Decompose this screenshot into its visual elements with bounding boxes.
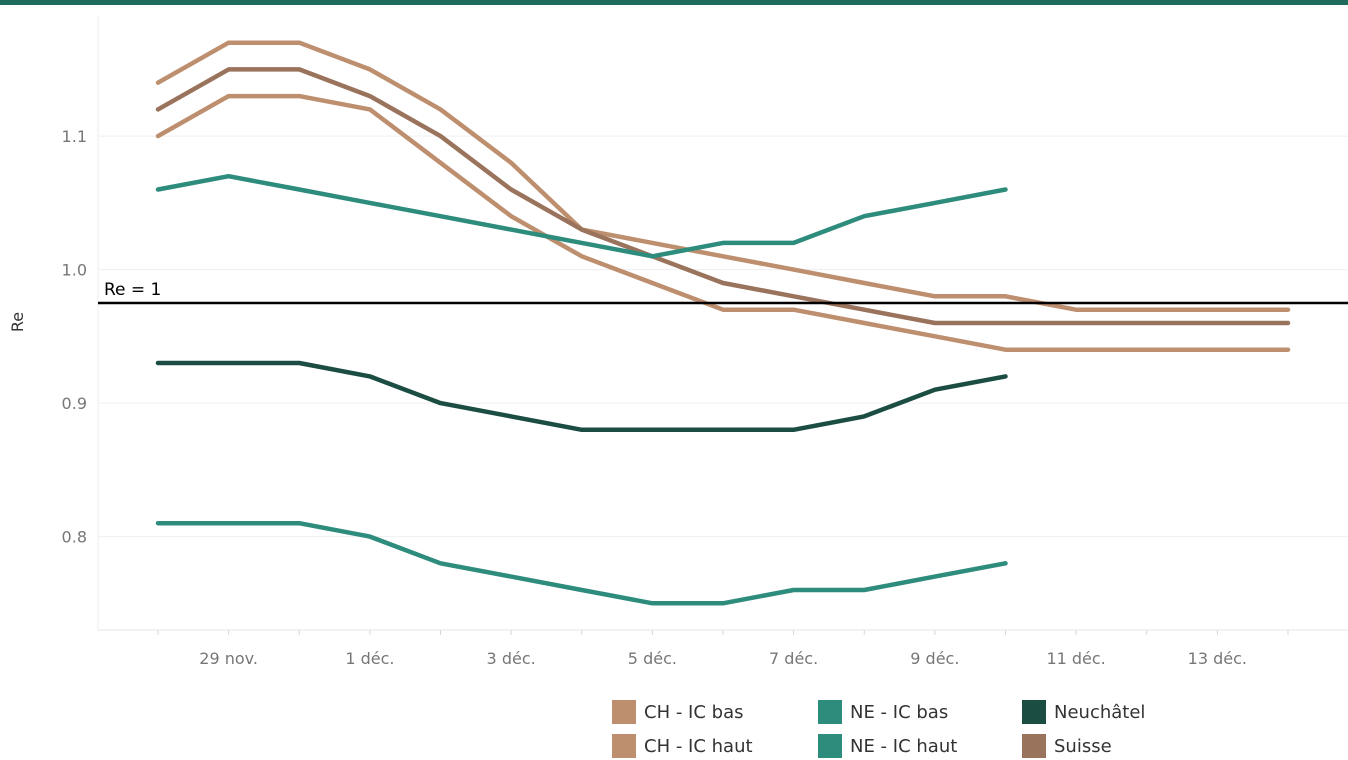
x-tick-label: 3 déc. [487,649,536,668]
legend-item[interactable]: NE - IC haut [818,734,957,758]
x-tick-label: 11 déc. [1046,649,1105,668]
y-ticks: 0.8 0.9 1.0 1.1 [62,127,87,546]
legend-swatch [1022,700,1046,724]
grid-lines [98,135,1348,538]
legend-item[interactable]: Neuchâtel [1022,700,1145,724]
legend-label: NE - IC bas [850,701,949,723]
series-line-ch-ic-haut [155,40,1291,312]
y-tick-label: 0.9 [62,394,87,413]
y-axis-label: Re [8,312,27,332]
legend: CH - IC bas NE - IC bas Neuchâtel CH - IC h… [612,700,1212,760]
legend-label: CH - IC haut [644,735,753,757]
legend-swatch [818,734,842,758]
line-chart: 29 nov. 1 déc. 3 déc. 5 déc. 7 déc. 9 déc. 11 … [8,16,1348,668]
legend-swatch [1022,734,1046,758]
series-line-ne-ic-haut [155,173,1008,259]
legend-swatch [818,700,842,724]
series-line-ch-ic-bas [155,93,1291,352]
y-tick-label: 0.8 [62,528,87,547]
legend-swatch [612,734,636,758]
series-line-neuch-tel [155,360,1008,433]
legend-item[interactable]: CH - IC haut [612,734,753,758]
legend-label: Neuchâtel [1054,701,1146,723]
y-tick-label: 1.1 [62,127,87,146]
x-tick-label: 13 déc. [1188,649,1247,668]
legend-item[interactable]: NE - IC bas [818,700,948,724]
x-tick-label: 9 déc. [910,649,959,668]
legend-label: Suisse [1054,735,1112,757]
legend-item[interactable]: Suisse [1022,734,1112,758]
x-ticks: 29 nov. 1 déc. 3 déc. 5 déc. 7 déc. 9 déc. 11 … [157,630,1289,668]
reference-line-group: Re = 1 [98,280,1348,305]
top-accent-bar [0,0,1348,5]
legend-item[interactable]: CH - IC bas [612,700,743,724]
x-tick-label: 29 nov. [199,649,258,668]
series-line-ne-ic-bas [155,520,1008,606]
legend-label: NE - IC haut [850,735,958,757]
x-tick-label: 1 déc. [345,649,394,668]
reference-line-label: Re = 1 [104,280,161,300]
legend-label: CH - IC bas [644,701,744,723]
legend-swatch [612,700,636,724]
series-line-suisse [155,67,1291,326]
x-tick-label: 5 déc. [628,649,677,668]
x-tick-label: 7 déc. [769,649,818,668]
series-lines [155,40,1291,606]
y-tick-label: 1.0 [62,261,87,280]
